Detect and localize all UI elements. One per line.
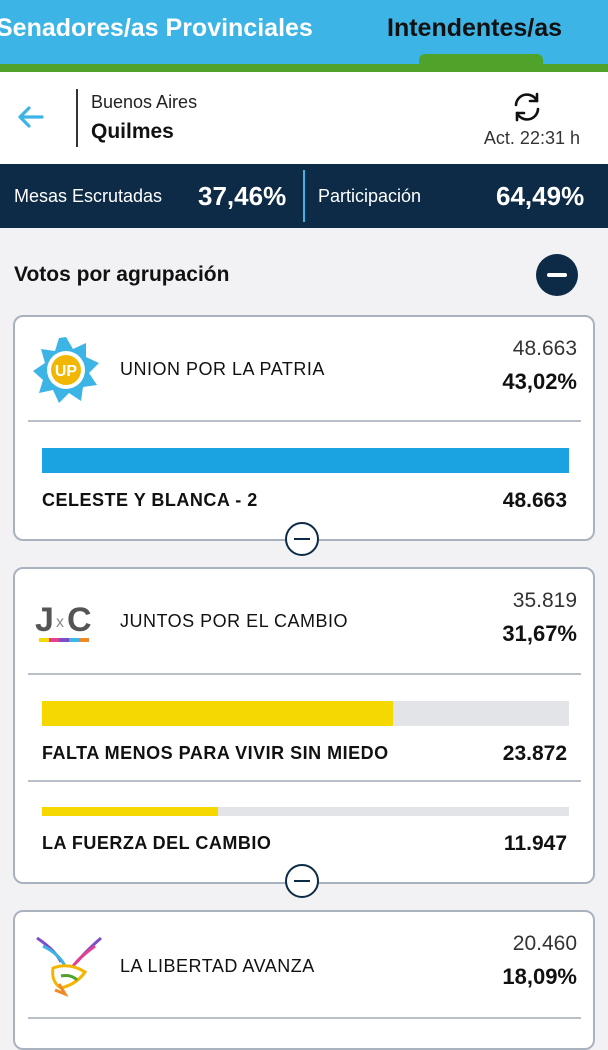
jxc-logo-x: x — [56, 614, 64, 631]
list-votes: 11.947 — [503, 832, 567, 855]
list-progress-fill — [42, 807, 219, 816]
party-votes: 20.460 — [512, 932, 577, 955]
refresh-icon[interactable] — [510, 90, 544, 124]
collapse-card-icon[interactable] — [285, 522, 319, 556]
party-percent: 43,02% — [502, 369, 577, 394]
tabs-underline — [0, 64, 608, 72]
list-name: FALTA MENOS PARA VIVIR SIN MIEDO — [42, 743, 389, 763]
list-name: CELESTE Y BLANCA - 2 — [42, 490, 258, 510]
header-divider — [76, 89, 78, 147]
list-votes: 23.872 — [502, 742, 567, 765]
collapse-all-icon[interactable] — [536, 254, 578, 296]
party-card-juntos-por-el-cambio[interactable]: J x C JUNTOS POR EL CAMBIO 35.819 31,67%… — [13, 567, 595, 884]
card-separator — [28, 673, 581, 675]
list-progress-bar — [42, 807, 569, 816]
last-update-time: Act. 22:31 h — [483, 128, 580, 148]
stats-bar: Mesas Escrutadas 37,46% Participación 64… — [0, 164, 608, 228]
card-separator — [28, 780, 581, 782]
party-votes: 48.663 — [512, 337, 577, 360]
party-card-la-libertad-avanza[interactable]: LA LIBERTAD AVANZA 20.460 18,09% — [13, 910, 595, 1050]
party-name: UNION POR LA PATRIA — [120, 359, 325, 379]
card-separator — [28, 1017, 581, 1019]
la-libertad-avanza-lion-icon — [36, 936, 102, 998]
list-progress-fill — [42, 448, 569, 473]
participacion-label: Participación — [318, 186, 422, 206]
list-progress-bar — [42, 701, 569, 726]
party-name: JUNTOS POR EL CAMBIO — [120, 611, 349, 631]
active-tab-indicator — [419, 54, 543, 66]
list-name: LA FUERZA DEL CAMBIO — [42, 833, 272, 853]
card-separator — [28, 420, 581, 422]
city-label[interactable]: Quilmes — [91, 120, 174, 143]
list-progress-bar — [42, 448, 569, 473]
province-label: Buenos Aires — [91, 92, 198, 112]
tab-senadores-provinciales[interactable]: Senadores/as Provinciales — [0, 14, 313, 42]
party-votes: 35.819 — [512, 589, 577, 612]
participacion-value: 64,49% — [496, 181, 585, 211]
section-title: Votos por agrupación — [14, 263, 230, 286]
party-percent: 31,67% — [502, 621, 577, 646]
list-votes: 48.663 — [502, 489, 567, 512]
election-tabs: Senadores/as Provinciales Intendentes/as — [0, 0, 608, 72]
union-por-la-patria-logo-icon: UP — [33, 337, 99, 403]
party-percent: 18,09% — [502, 964, 577, 989]
mesas-escrutadas-label: Mesas Escrutadas — [14, 186, 163, 206]
collapse-card-icon[interactable] — [285, 864, 319, 898]
list-progress-fill — [42, 701, 393, 726]
stats-divider — [303, 170, 305, 222]
up-logo-text: UP — [55, 363, 78, 380]
juntos-por-el-cambio-logo-icon: J x C — [35, 601, 92, 642]
jxc-logo-c: C — [67, 601, 92, 639]
jxc-logo-j: J — [35, 601, 54, 639]
tab-intendentes[interactable]: Intendentes/as — [387, 14, 563, 42]
back-arrow-icon[interactable] — [14, 100, 48, 134]
location-header: Buenos Aires Quilmes Act. 22:31 h — [0, 72, 608, 164]
party-card-union-por-la-patria[interactable]: UP UNION POR LA PATRIA 48.663 43,02% CEL… — [13, 315, 595, 541]
party-name: LA LIBERTAD AVANZA — [120, 956, 315, 976]
mesas-escrutadas-value: 37,46% — [198, 181, 287, 211]
